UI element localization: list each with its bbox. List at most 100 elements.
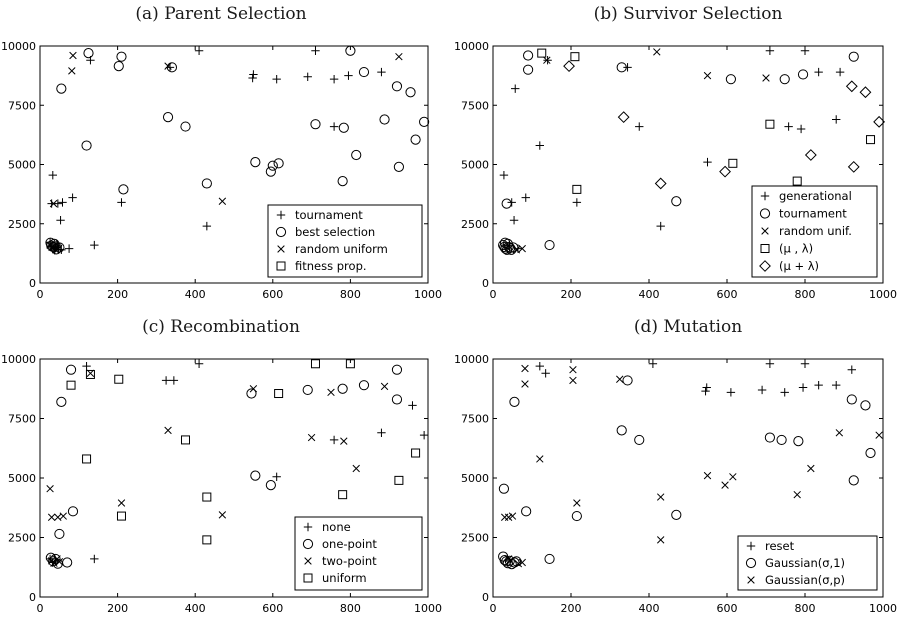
data-point-plus xyxy=(814,380,823,390)
data-point-diamond xyxy=(847,160,860,173)
legend: reset Gaussian(σ,1) Gaussian(σ,p) xyxy=(737,535,878,591)
data-point-x xyxy=(875,431,883,439)
data-point-plus xyxy=(64,244,74,253)
data-point-plus xyxy=(344,71,353,80)
data-point-x xyxy=(500,513,509,521)
data-point-circle xyxy=(544,553,555,565)
data-point-plus xyxy=(117,198,126,207)
series-square xyxy=(66,359,421,545)
data-point-plus xyxy=(248,73,257,83)
data-point-circle xyxy=(65,364,77,375)
data-point-plus xyxy=(509,215,519,225)
data-point-plus xyxy=(835,67,845,77)
data-point-x xyxy=(616,375,624,383)
data-point-square xyxy=(728,158,738,168)
legend-box xyxy=(751,185,878,278)
data-point-circle xyxy=(725,74,737,85)
data-point-square xyxy=(345,359,355,369)
data-point-square xyxy=(572,184,582,194)
panel-title: (c) Recombination xyxy=(142,317,300,337)
data-point-plus xyxy=(648,359,658,368)
data-point-plus xyxy=(53,199,63,208)
data-point-circle xyxy=(118,184,129,195)
x-tick-label: 600 xyxy=(262,602,283,615)
y-tick-label: 5000 xyxy=(461,159,489,172)
data-point-circle xyxy=(67,506,79,517)
data-point-plus xyxy=(703,157,712,167)
legend-label: one-point xyxy=(322,537,377,551)
data-point-x xyxy=(54,244,63,253)
data-point-plus xyxy=(511,84,520,93)
data-point-plus xyxy=(800,359,810,368)
x-tick-label: 800 xyxy=(340,288,361,301)
data-point-diamond xyxy=(804,149,817,161)
data-point-plus xyxy=(90,240,99,250)
data-point-square xyxy=(202,535,212,545)
legend-label: tournament xyxy=(779,207,847,221)
data-point-plus xyxy=(408,401,417,410)
x-tick-label: 400 xyxy=(185,288,206,301)
data-point-x xyxy=(703,471,712,480)
data-point-circle xyxy=(265,480,276,491)
data-point-circle xyxy=(504,555,515,566)
data-point-plus xyxy=(701,386,710,396)
legend-box xyxy=(737,535,878,591)
data-point-plus xyxy=(90,554,99,564)
y-tick-label: 10000 xyxy=(1,353,36,366)
y-tick-label: 7500 xyxy=(461,413,489,426)
series-plus xyxy=(535,359,856,397)
data-point-circle xyxy=(521,506,532,517)
data-point-plus xyxy=(572,198,582,207)
data-point-x xyxy=(164,62,172,70)
x-tick-label: 200 xyxy=(561,288,582,301)
data-point-x xyxy=(703,71,712,80)
data-point-circle xyxy=(523,64,534,75)
data-point-square xyxy=(411,448,421,458)
legend-marker-circle xyxy=(759,208,771,219)
y-tick-label: 10000 xyxy=(1,40,36,53)
data-point-circle xyxy=(764,432,776,443)
data-point-circle xyxy=(391,364,403,375)
data-point-x xyxy=(521,364,529,373)
y-tick-label: 5000 xyxy=(461,472,489,485)
data-point-circle xyxy=(860,400,871,411)
data-point-plus xyxy=(780,388,789,397)
data-point-circle xyxy=(201,178,212,189)
legend-marker-circle xyxy=(275,226,287,238)
data-point-circle xyxy=(500,243,511,254)
data-point-plus xyxy=(541,369,550,378)
data-point-circle xyxy=(116,51,127,62)
data-point-circle xyxy=(393,161,404,172)
data-point-x xyxy=(807,464,815,473)
data-point-circle xyxy=(379,114,390,125)
data-point-circle xyxy=(410,134,421,145)
data-point-x xyxy=(521,380,529,388)
y-tick-label: 0 xyxy=(482,277,489,290)
data-point-square xyxy=(338,490,348,500)
data-point-plus xyxy=(702,383,711,392)
legend-label: best selection xyxy=(295,225,375,239)
x-tick-label: 200 xyxy=(107,288,128,301)
data-point-diamond xyxy=(563,60,575,73)
x-tick-label: 0 xyxy=(37,602,44,615)
data-point-plus xyxy=(169,376,179,385)
legend: none one-point two-point uniform xyxy=(294,516,423,591)
data-point-x xyxy=(653,48,661,56)
legend-label: generational xyxy=(779,189,852,203)
data-point-plus xyxy=(377,428,386,437)
data-point-circle xyxy=(267,160,278,171)
legend-marker-diamond xyxy=(759,260,771,272)
data-point-circle xyxy=(246,388,257,399)
data-point-plus xyxy=(419,430,429,440)
data-point-x xyxy=(340,437,348,445)
data-point-plus xyxy=(68,193,77,202)
legend-marker-x xyxy=(761,227,769,235)
data-point-plus xyxy=(48,170,58,180)
data-point-x xyxy=(218,197,227,205)
legend-marker-plus xyxy=(276,210,286,220)
legend-label: (μ , λ) xyxy=(779,242,813,256)
data-point-circle xyxy=(779,74,790,85)
legend: tournament best selection random uniform fi… xyxy=(267,204,423,278)
data-point-circle xyxy=(391,81,403,92)
